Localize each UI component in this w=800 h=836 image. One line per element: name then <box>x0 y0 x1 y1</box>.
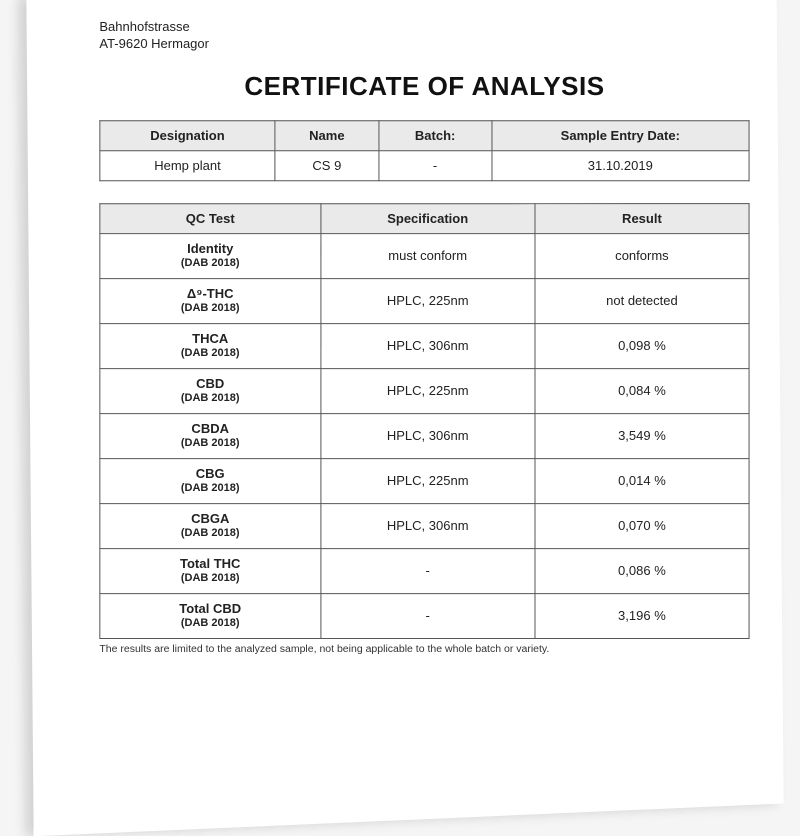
qc-test: CBG(DAB 2018) <box>100 458 321 503</box>
meta-sample-date: 31.10.2019 <box>492 150 750 180</box>
address-line-2: AT-9620 Hermagor <box>99 36 749 53</box>
meta-batch: - <box>379 150 492 180</box>
qc-result: not detected <box>535 278 749 323</box>
qc-result: 0,070 % <box>535 503 749 548</box>
qc-test-name: Identity <box>187 241 233 256</box>
qc-row: Total THC(DAB 2018)-0,086 % <box>100 548 749 593</box>
qc-test-name: CBGA <box>191 511 229 526</box>
qc-spec: HPLC, 306nm <box>321 323 535 368</box>
qc-test-name: CBD <box>196 376 224 391</box>
page-title: CERTIFICATE OF ANALYSIS <box>99 71 749 102</box>
meta-header-designation: Designation <box>100 120 275 150</box>
qc-row: CBDA(DAB 2018)HPLC, 306nm3,549 % <box>100 413 749 458</box>
qc-header-result: Result <box>535 203 749 233</box>
qc-spec: HPLC, 225nm <box>321 368 535 413</box>
qc-result: 0,014 % <box>535 458 749 503</box>
qc-test: Δ⁹-THC(DAB 2018) <box>100 278 321 323</box>
meta-header-sample-date: Sample Entry Date: <box>492 120 750 150</box>
meta-name: CS 9 <box>275 150 379 180</box>
qc-test: THCA(DAB 2018) <box>100 323 321 368</box>
qc-spec: HPLC, 225nm <box>321 278 535 323</box>
qc-test-name: Total CBD <box>179 601 241 616</box>
qc-spec: - <box>321 548 535 593</box>
qc-spec: HPLC, 306nm <box>321 413 535 458</box>
meta-designation: Hemp plant <box>100 150 275 180</box>
qc-spec: must conform <box>321 233 535 278</box>
qc-spec: HPLC, 225nm <box>321 458 535 503</box>
qc-test-name: CBG <box>196 466 225 481</box>
qc-method-ref: (DAB 2018) <box>110 617 310 631</box>
qc-test-name: CBDA <box>191 421 229 436</box>
qc-method-ref: (DAB 2018) <box>110 437 310 451</box>
qc-method-ref: (DAB 2018) <box>110 347 310 361</box>
qc-result: 3,196 % <box>535 593 749 638</box>
qc-result: conforms <box>535 233 749 278</box>
qc-method-ref: (DAB 2018) <box>110 392 310 406</box>
qc-spec: HPLC, 306nm <box>321 503 535 548</box>
qc-result: 0,098 % <box>535 323 749 368</box>
qc-row: Identity(DAB 2018)must conformconforms <box>100 233 749 278</box>
qc-header-spec: Specification <box>321 203 535 233</box>
qc-row: CBG(DAB 2018)HPLC, 225nm0,014 % <box>100 458 749 503</box>
qc-row: CBGA(DAB 2018)HPLC, 306nm0,070 % <box>100 503 749 548</box>
qc-test-name: THCA <box>192 331 228 346</box>
qc-result: 3,549 % <box>535 413 749 458</box>
qc-test-name: Δ⁹-THC <box>187 286 234 301</box>
qc-row: THCA(DAB 2018)HPLC, 306nm0,098 % <box>100 323 749 368</box>
meta-header-name: Name <box>275 120 379 150</box>
qc-row: Δ⁹-THC(DAB 2018)HPLC, 225nmnot detected <box>100 278 749 323</box>
qc-method-ref: (DAB 2018) <box>110 257 310 271</box>
qc-test-name: Total THC <box>180 556 240 571</box>
qc-test: CBD(DAB 2018) <box>100 368 321 413</box>
meta-table: Designation Name Batch: Sample Entry Dat… <box>99 120 749 181</box>
qc-test: Total THC(DAB 2018) <box>100 548 321 593</box>
qc-test: CBDA(DAB 2018) <box>100 413 321 458</box>
qc-method-ref: (DAB 2018) <box>110 482 310 496</box>
footnote: The results are limited to the analyzed … <box>99 643 749 655</box>
qc-table: QC Test Specification Result Identity(DA… <box>99 203 749 639</box>
meta-row: Hemp plant CS 9 - 31.10.2019 <box>100 150 749 180</box>
qc-header-test: QC Test <box>100 203 321 233</box>
qc-row: Total CBD(DAB 2018)-3,196 % <box>100 593 749 638</box>
qc-row: CBD(DAB 2018)HPLC, 225nm0,084 % <box>100 368 749 413</box>
meta-header-batch: Batch: <box>379 120 492 150</box>
address-line-1: Bahnhofstrasse <box>99 19 749 36</box>
address-block: Bahnhofstrasse AT-9620 Hermagor <box>99 19 749 53</box>
qc-test: Total CBD(DAB 2018) <box>100 593 321 638</box>
qc-result: 0,086 % <box>535 548 749 593</box>
qc-method-ref: (DAB 2018) <box>110 302 310 316</box>
qc-result: 0,084 % <box>535 368 749 413</box>
qc-method-ref: (DAB 2018) <box>110 527 310 541</box>
qc-method-ref: (DAB 2018) <box>110 572 310 586</box>
qc-test: CBGA(DAB 2018) <box>100 503 321 548</box>
qc-spec: - <box>321 593 535 638</box>
qc-test: Identity(DAB 2018) <box>100 233 321 278</box>
